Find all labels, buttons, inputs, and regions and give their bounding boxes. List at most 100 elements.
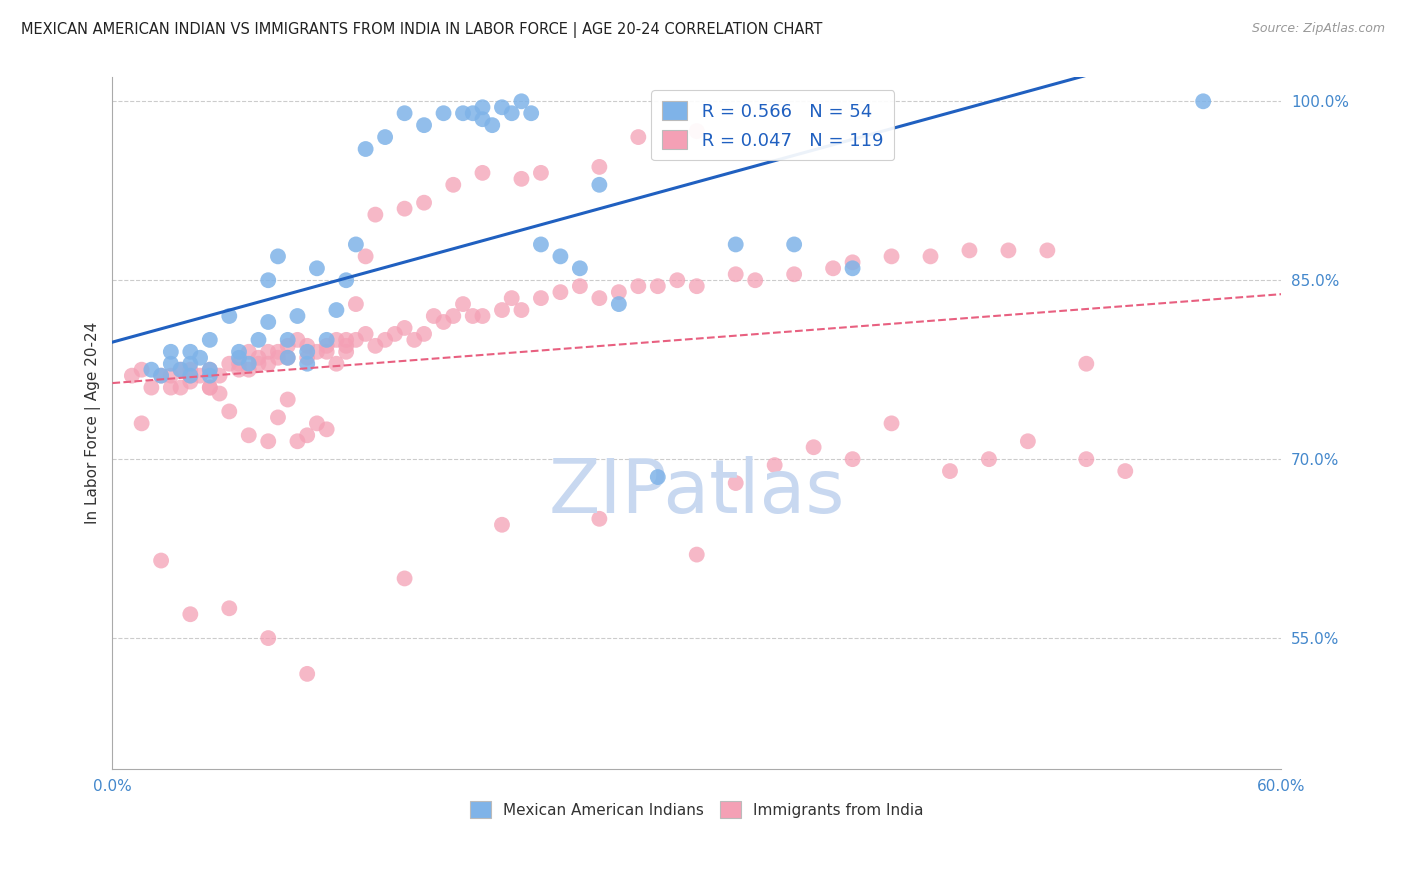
Point	[959, 244, 981, 258]
Point	[666, 273, 689, 287]
Point	[287, 309, 309, 323]
Point	[315, 422, 337, 436]
Point	[325, 357, 347, 371]
Point	[257, 273, 280, 287]
Point	[257, 344, 280, 359]
Point	[451, 106, 474, 120]
Point	[627, 130, 650, 145]
Point	[315, 344, 337, 359]
Point	[257, 631, 280, 645]
Point	[267, 410, 290, 425]
Y-axis label: In Labor Force | Age 20-24: In Labor Force | Age 20-24	[86, 322, 101, 524]
Point	[150, 368, 173, 383]
Point	[295, 344, 318, 359]
Point	[257, 315, 280, 329]
Point	[1036, 244, 1059, 258]
Point	[228, 344, 250, 359]
Point	[141, 362, 163, 376]
Point	[218, 404, 240, 418]
Point	[530, 166, 553, 180]
Point	[588, 178, 610, 192]
Point	[364, 339, 387, 353]
Point	[763, 458, 786, 472]
Point	[277, 333, 299, 347]
Point	[325, 303, 347, 318]
Point	[228, 351, 250, 365]
Point	[880, 417, 903, 431]
Point	[1076, 452, 1098, 467]
Point	[394, 202, 416, 216]
Point	[841, 255, 863, 269]
Point	[335, 333, 357, 347]
Point	[198, 381, 221, 395]
Point	[198, 381, 221, 395]
Point	[295, 351, 318, 365]
Point	[198, 362, 221, 376]
Point	[647, 279, 669, 293]
Point	[520, 106, 543, 120]
Point	[374, 333, 396, 347]
Point	[920, 249, 942, 263]
Point	[977, 452, 1000, 467]
Point	[568, 261, 591, 276]
Point	[374, 130, 396, 145]
Point	[160, 344, 183, 359]
Point	[491, 100, 513, 114]
Point	[441, 178, 464, 192]
Point	[384, 326, 406, 341]
Point	[169, 381, 191, 395]
Point	[238, 357, 260, 371]
Point	[491, 303, 513, 318]
Point	[939, 464, 962, 478]
Point	[471, 309, 494, 323]
Point	[627, 279, 650, 293]
Point	[257, 357, 280, 371]
Point	[344, 297, 367, 311]
Point	[550, 249, 572, 263]
Point	[394, 571, 416, 585]
Point	[432, 315, 454, 329]
Point	[198, 368, 221, 383]
Text: ZIPatlas: ZIPatlas	[548, 456, 845, 529]
Point	[841, 261, 863, 276]
Point	[510, 303, 533, 318]
Point	[295, 357, 318, 371]
Text: MEXICAN AMERICAN INDIAN VS IMMIGRANTS FROM INDIA IN LABOR FORCE | AGE 20-24 CORR: MEXICAN AMERICAN INDIAN VS IMMIGRANTS FR…	[21, 22, 823, 38]
Point	[257, 434, 280, 449]
Point	[997, 244, 1019, 258]
Point	[228, 362, 250, 376]
Point	[169, 362, 191, 376]
Point	[588, 512, 610, 526]
Point	[188, 351, 211, 365]
Point	[198, 362, 221, 376]
Point	[287, 434, 309, 449]
Point	[471, 166, 494, 180]
Point	[121, 368, 143, 383]
Point	[315, 333, 337, 347]
Point	[188, 368, 211, 383]
Point	[481, 118, 503, 132]
Point	[744, 273, 766, 287]
Point	[724, 267, 747, 281]
Point	[510, 95, 533, 109]
Point	[394, 106, 416, 120]
Point	[423, 309, 446, 323]
Point	[354, 142, 377, 156]
Point	[491, 517, 513, 532]
Point	[131, 417, 153, 431]
Point	[344, 333, 367, 347]
Point	[179, 344, 201, 359]
Point	[169, 362, 191, 376]
Point	[686, 124, 709, 138]
Point	[354, 249, 377, 263]
Point	[461, 309, 484, 323]
Point	[510, 171, 533, 186]
Point	[267, 344, 290, 359]
Point	[413, 195, 436, 210]
Point	[335, 339, 357, 353]
Point	[441, 309, 464, 323]
Point	[150, 368, 173, 383]
Point	[160, 357, 183, 371]
Point	[267, 249, 290, 263]
Point	[179, 375, 201, 389]
